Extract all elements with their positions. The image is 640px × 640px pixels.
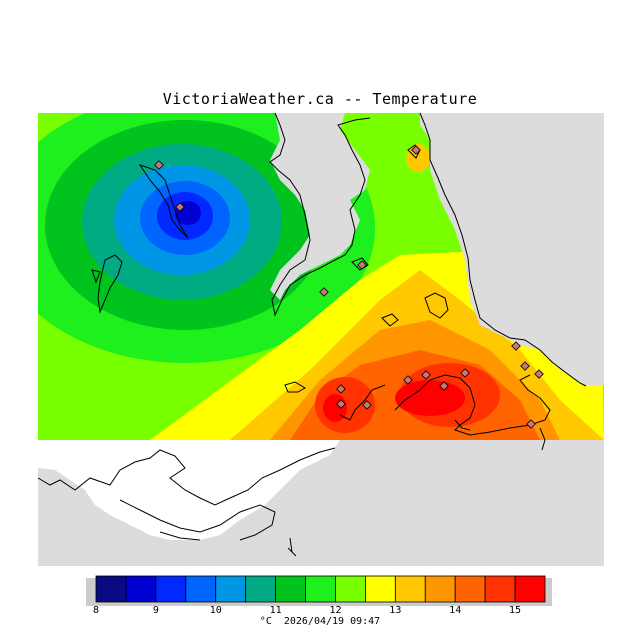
station-2-marker	[175, 202, 185, 212]
legend-swatch-3	[185, 575, 217, 603]
station-7-marker	[336, 399, 346, 409]
legend-swatch-11	[424, 575, 456, 603]
station-8-marker	[362, 400, 372, 410]
legend-swatch-10	[394, 575, 426, 603]
station-3-marker	[319, 287, 329, 297]
legend-caption: °C 2026/04/19 09:47	[0, 616, 640, 627]
coastlines	[91, 112, 587, 557]
map-title: VictoriaWeather.ca -- Temperature	[162, 90, 478, 108]
water-strait	[38, 440, 340, 540]
station-5-marker	[411, 145, 421, 155]
station-9-marker	[403, 375, 413, 385]
station-11-marker	[439, 381, 449, 391]
legend-swatch-13	[484, 575, 516, 603]
timestamp: 2026/04/19 09:47	[283, 616, 381, 627]
station-4-marker	[357, 260, 367, 270]
legend-swatch-4	[215, 575, 247, 603]
station-13-marker	[511, 341, 521, 351]
station-14-marker	[520, 361, 530, 371]
temperature-field	[38, 113, 604, 440]
legend-swatch-5	[245, 575, 277, 603]
legend-swatch-9	[364, 575, 396, 603]
legend-tick-label: 11	[270, 605, 282, 616]
station-12-marker	[460, 368, 470, 378]
station-1-marker	[154, 160, 164, 170]
legend-swatch-6	[275, 575, 306, 603]
legend-swatch-2	[155, 575, 187, 603]
legend-tick-label: 12	[329, 605, 341, 616]
station-15-marker	[534, 369, 544, 379]
station-16-marker	[526, 419, 536, 429]
olympic-coast	[37, 447, 336, 541]
land-mask-east	[420, 113, 604, 385]
unit-label: °C	[259, 616, 272, 627]
legend-tick-label: 15	[509, 605, 521, 616]
land-mask-center	[270, 113, 370, 300]
legend-tick-label: 14	[449, 605, 461, 616]
legend-swatch-0	[95, 575, 127, 603]
station-markers	[154, 145, 544, 429]
legend-tick-label: 10	[210, 605, 222, 616]
legend-swatch-12	[454, 575, 486, 603]
legend-swatch-8	[335, 575, 366, 603]
legend-swatch-1	[125, 575, 157, 603]
station-6-marker	[336, 384, 346, 394]
legend-swatch-14	[514, 575, 546, 603]
legend-tick-label: 9	[153, 605, 159, 616]
legend-tick-label: 8	[93, 605, 99, 616]
legend-tick-label: 13	[389, 605, 401, 616]
legend-swatch-7	[305, 575, 336, 603]
station-10-marker	[421, 370, 431, 380]
